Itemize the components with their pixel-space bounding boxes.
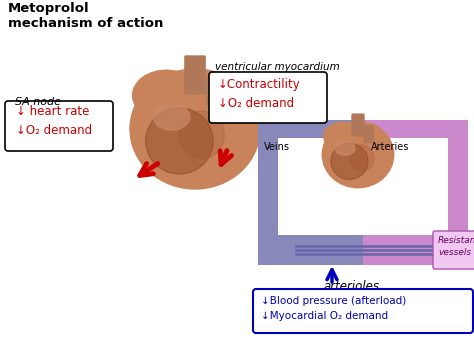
Ellipse shape: [355, 123, 382, 147]
FancyBboxPatch shape: [253, 289, 473, 333]
Ellipse shape: [349, 145, 374, 171]
FancyBboxPatch shape: [209, 72, 327, 123]
Text: ↓ heart rate
↓O₂ demand: ↓ heart rate ↓O₂ demand: [16, 105, 92, 137]
Ellipse shape: [322, 122, 394, 188]
FancyBboxPatch shape: [433, 231, 474, 269]
FancyBboxPatch shape: [207, 78, 222, 106]
FancyBboxPatch shape: [278, 138, 448, 235]
Ellipse shape: [179, 111, 224, 159]
Text: ↓Contractility
↓O₂ demand: ↓Contractility ↓O₂ demand: [218, 78, 301, 110]
Text: ventricular myocardium: ventricular myocardium: [215, 62, 340, 72]
Text: SA node: SA node: [15, 97, 61, 107]
FancyBboxPatch shape: [258, 120, 363, 265]
Ellipse shape: [130, 69, 260, 189]
Text: Metoprolol
mechanism of action: Metoprolol mechanism of action: [8, 2, 164, 30]
Ellipse shape: [324, 122, 361, 150]
Text: Arteries: Arteries: [371, 142, 410, 152]
FancyBboxPatch shape: [185, 56, 205, 94]
Text: ↓Blood pressure (afterload)
↓Myocardial O₂ demand: ↓Blood pressure (afterload) ↓Myocardial …: [261, 296, 406, 321]
FancyBboxPatch shape: [364, 126, 374, 142]
Ellipse shape: [335, 141, 355, 155]
FancyBboxPatch shape: [258, 235, 296, 265]
FancyBboxPatch shape: [440, 235, 468, 265]
Text: Veins: Veins: [264, 142, 290, 152]
FancyBboxPatch shape: [5, 101, 113, 151]
Ellipse shape: [154, 104, 190, 130]
FancyBboxPatch shape: [352, 114, 364, 136]
Ellipse shape: [133, 70, 200, 121]
Text: Resistance
vessels: Resistance vessels: [438, 236, 474, 257]
Ellipse shape: [189, 72, 238, 114]
Ellipse shape: [331, 143, 368, 179]
FancyBboxPatch shape: [363, 120, 468, 265]
Text: arterioles: arterioles: [324, 280, 380, 293]
Ellipse shape: [146, 108, 213, 174]
